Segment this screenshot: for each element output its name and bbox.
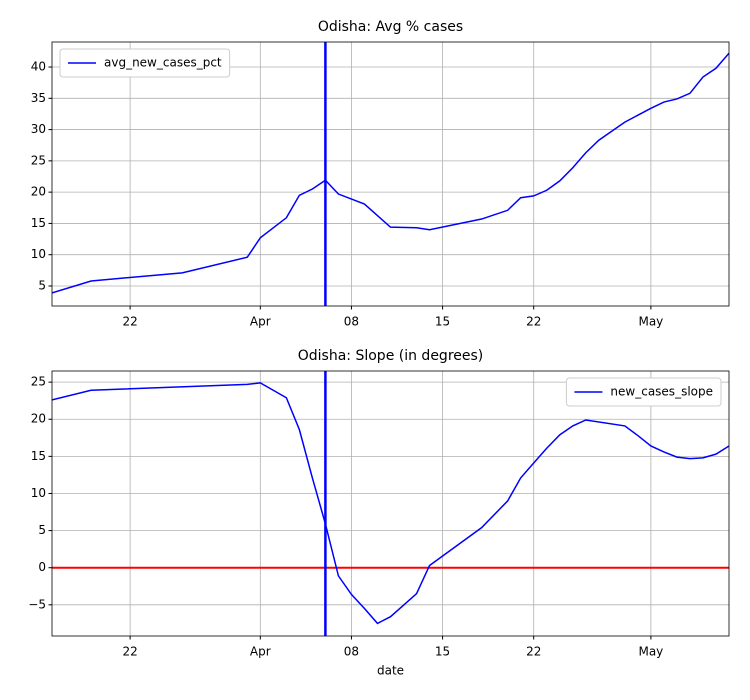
- x-tick-label: Apr: [250, 645, 271, 659]
- x-tick-label: 22: [526, 315, 541, 329]
- chart-title: Odisha: Avg % cases: [318, 19, 463, 35]
- legend-box: [59, 48, 231, 78]
- x-tick-label: 08: [344, 315, 359, 329]
- legend-label: new_cases_slope: [610, 385, 713, 399]
- x-tick-label: 15: [435, 315, 450, 329]
- y-tick-label: 20: [31, 185, 46, 199]
- y-tick-label: 30: [31, 122, 46, 136]
- y-tick-label: 25: [31, 375, 46, 389]
- y-tick-label: 20: [31, 412, 46, 426]
- data-line: [52, 382, 729, 625]
- x-tick-label: May: [638, 315, 663, 329]
- chart: Odisha: Slope (in degrees) −5 0 5 10 15 20 25 22…: [28, 348, 730, 678]
- plot-area: [52, 42, 729, 306]
- x-tick-label: 22: [526, 645, 541, 659]
- chart: Odisha: Avg % cases 5 10 15 20 25 30 35 40 22 Apr 0…: [31, 19, 730, 329]
- y-tick-label: 5: [38, 278, 46, 292]
- axes-frame: [51, 370, 730, 637]
- x-tick-label: 08: [344, 645, 359, 659]
- x-axis-label: date: [377, 664, 404, 678]
- y-tick-label: 5: [38, 523, 46, 537]
- axes-frame: [51, 41, 730, 307]
- y-tick-label: 15: [31, 216, 46, 230]
- plot-area: [52, 371, 729, 636]
- x-tick-label: 15: [435, 645, 450, 659]
- legend-box: [565, 377, 722, 407]
- y-tick-label: 0: [38, 560, 46, 574]
- y-tick-label: 40: [31, 60, 46, 74]
- chart-title: Odisha: Slope (in degrees): [298, 348, 484, 364]
- x-tick-label: 22: [122, 645, 137, 659]
- y-tick-label: 15: [31, 449, 46, 463]
- y-tick-label: −5: [28, 597, 46, 611]
- y-tick-label: 10: [31, 486, 46, 500]
- legend-label: avg_new_cases_pct: [104, 56, 222, 70]
- legend: new_cases_slope: [565, 377, 722, 407]
- data-line: [52, 52, 729, 294]
- legend: avg_new_cases_pct: [59, 48, 231, 78]
- x-tick-label: Apr: [250, 315, 271, 329]
- x-tick-label: May: [638, 645, 663, 659]
- y-tick-label: 10: [31, 247, 46, 261]
- y-tick-label: 35: [31, 91, 46, 105]
- y-tick-label: 25: [31, 153, 46, 167]
- x-tick-label: 22: [122, 315, 137, 329]
